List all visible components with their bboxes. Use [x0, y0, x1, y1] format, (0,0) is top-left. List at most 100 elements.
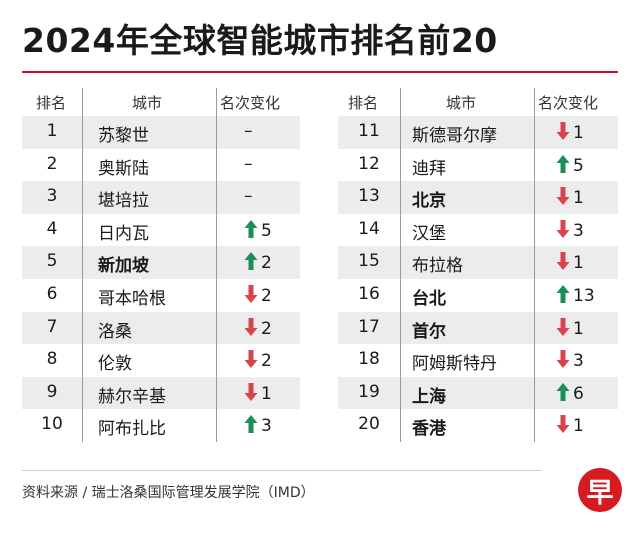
- arrow-down-icon: [556, 219, 570, 238]
- rank-cell: 19: [358, 381, 380, 402]
- rank-cell: 16: [358, 283, 380, 304]
- table-row: 7 洛桑 2: [22, 311, 300, 345]
- change-value: 1: [573, 123, 584, 143]
- change-value: 2: [261, 253, 272, 274]
- rank-cell: 6: [46, 283, 58, 304]
- rank-cell: 2: [46, 153, 58, 174]
- change-value: 2: [261, 318, 272, 339]
- change-cell: –: [244, 121, 253, 141]
- table-row: 19 上海 6: [338, 376, 618, 410]
- change-cell: –: [244, 186, 253, 206]
- city-cell: 日内瓦: [98, 223, 149, 244]
- table-row: 20 香港 1: [338, 409, 618, 442]
- change-cell: 1: [556, 186, 584, 208]
- city-cell: 斯德哥尔摩: [412, 126, 497, 146]
- arrow-down-icon: [556, 350, 570, 369]
- table-row: 11 斯德哥尔摩 1: [338, 116, 618, 149]
- change-value: 1: [573, 188, 584, 209]
- rank-cell: 8: [46, 349, 58, 370]
- change-cell: 1: [556, 414, 584, 436]
- arrow-down-icon: [244, 382, 258, 401]
- change-cell: 1: [556, 251, 584, 273]
- change-cell: 1: [556, 317, 584, 339]
- rank-cell: 15: [358, 251, 380, 272]
- city-cell: 哥本哈根: [98, 288, 166, 309]
- table-header: 排名 城市 名次变化: [338, 88, 618, 116]
- header-change: 名次变化: [538, 94, 599, 112]
- change-value: 6: [573, 383, 584, 404]
- table-row: 17 首尔 1: [338, 311, 618, 345]
- source-note: 资料来源 / 瑞士洛桑国际管理发展学院（IMD）: [22, 485, 315, 501]
- page-title: 2024年全球智能城市排名前20: [22, 21, 498, 60]
- arrow-down-icon: [556, 415, 570, 434]
- change-value: 3: [573, 220, 584, 241]
- change-value: –: [244, 153, 253, 174]
- brand-logo: 早: [578, 468, 622, 512]
- change-value: 3: [573, 351, 584, 372]
- city-cell: 阿姆斯特丹: [412, 354, 497, 375]
- rank-cell: 20: [358, 414, 380, 435]
- city-cell: 奥斯陆: [98, 158, 149, 179]
- table-row: 15 布拉格 1: [338, 246, 618, 279]
- change-value: 1: [573, 416, 584, 437]
- rank-cell: 10: [41, 414, 63, 435]
- change-value: 13: [573, 285, 595, 306]
- rank-cell: 17: [358, 316, 380, 337]
- table-row: 18 阿姆斯特丹 3: [338, 344, 618, 377]
- table-row: 14 汉堡 3: [338, 214, 618, 247]
- table-row: 2 奥斯陆 –: [22, 149, 300, 182]
- change-value: –: [244, 186, 253, 207]
- change-cell: 1: [244, 382, 272, 404]
- city-cell: 新加坡: [98, 256, 149, 277]
- table-row: 8 伦敦 2: [22, 344, 300, 377]
- city-cell: 迪拜: [412, 158, 446, 179]
- table-row: 10 阿布扎比 3: [22, 409, 300, 442]
- city-cell: 香港: [412, 419, 446, 440]
- rank-cell: 9: [46, 381, 58, 402]
- change-cell: 2: [244, 251, 272, 273]
- column-divider: [82, 88, 83, 442]
- city-cell: 北京: [412, 191, 446, 212]
- table-row: 16 台北 13: [338, 279, 618, 312]
- city-cell: 首尔: [412, 321, 446, 342]
- rank-cell: 7: [46, 316, 58, 337]
- header-city: 城市: [132, 94, 163, 112]
- arrow-up-icon: [244, 252, 258, 271]
- arrow-down-icon: [556, 122, 570, 140]
- change-value: 1: [261, 383, 272, 404]
- city-cell: 汉堡: [412, 223, 446, 244]
- city-cell: 洛桑: [98, 321, 132, 342]
- title-divider: [22, 71, 618, 73]
- change-cell: –: [244, 154, 253, 174]
- change-value: 2: [261, 285, 272, 306]
- footer-divider: [22, 470, 542, 471]
- arrow-down-icon: [556, 252, 570, 271]
- arrow-down-icon: [556, 187, 570, 206]
- rank-cell: 13: [358, 186, 380, 207]
- city-cell: 上海: [412, 386, 446, 407]
- rank-cell: 5: [46, 251, 58, 272]
- column-divider: [534, 88, 535, 442]
- change-value: 5: [261, 220, 272, 241]
- rank-cell: 3: [46, 186, 58, 207]
- change-cell: 2: [244, 317, 272, 339]
- change-cell: 2: [244, 349, 272, 371]
- change-value: 1: [573, 253, 584, 274]
- rank-cell: 14: [358, 218, 380, 239]
- city-cell: 布拉格: [412, 256, 463, 277]
- column-divider: [216, 88, 217, 442]
- table-row: 13 北京 1: [338, 181, 618, 214]
- change-cell: 1: [556, 121, 584, 143]
- table-row: 3 堪培拉 –: [22, 181, 300, 214]
- header-change: 名次变化: [220, 94, 281, 112]
- header-rank: 排名: [36, 94, 67, 112]
- change-cell: 3: [556, 349, 584, 371]
- header-city: 城市: [446, 94, 477, 112]
- change-cell: 5: [556, 154, 584, 176]
- change-cell: 3: [556, 219, 584, 241]
- rank-cell: 4: [46, 218, 58, 239]
- ranking-table-right: 排名 城市 名次变化 11 斯德哥尔摩 1 12 迪拜 5 13 北京 1 14 汉堡 3 15 布拉格 1…: [338, 88, 618, 442]
- table-row: 6 哥本哈根 2: [22, 279, 300, 312]
- rank-cell: 12: [358, 153, 380, 174]
- change-cell: 2: [244, 284, 272, 306]
